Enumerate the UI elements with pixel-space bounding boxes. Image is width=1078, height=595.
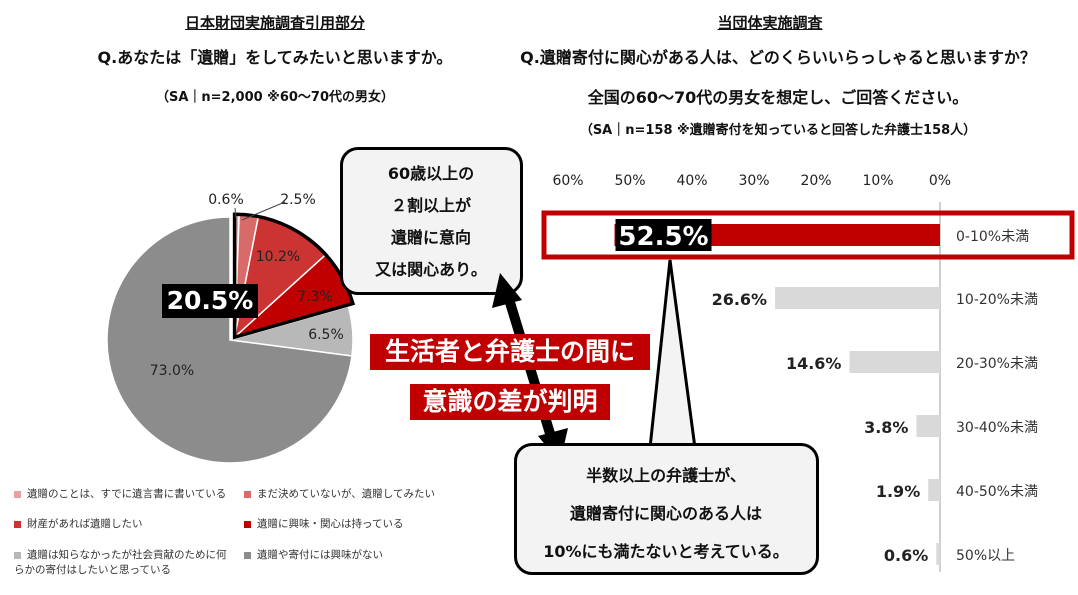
bar-category-label: 10-20%未満 (956, 292, 1038, 308)
legend-label-5: 遺贈は知らなかったが社会貢献のために何らかの寄付はしたいと思っている (14, 549, 227, 576)
bar-value-label: 1.9% (876, 482, 920, 501)
bar-value-label: 3.8% (864, 418, 908, 437)
bar (928, 479, 940, 501)
pie-value-label: 73.0% (150, 363, 194, 379)
bar-axis-tick: 10% (862, 173, 893, 189)
legend-label-2: まだ決めていないが、遺贈してみたい (257, 488, 435, 500)
pie-value-label: 7.3% (297, 289, 333, 305)
legend-swatch-6 (244, 551, 251, 559)
pie-leader-line (234, 207, 237, 219)
callout-bottom-line3: 10%にも満たないと考えている。 (543, 542, 789, 561)
bar-value-label-bg (615, 219, 712, 251)
pie-value-label: 0.6% (208, 192, 244, 208)
legend-item-2: まだ決めていないが、遺贈してみたい (244, 487, 435, 502)
legend-swatch-4 (244, 520, 251, 528)
banner-line2: 意識の差が判明 (410, 384, 610, 420)
left-note: （SA｜n=2,000 ※60～70代の男女） (155, 90, 395, 105)
legend-swatch-3 (14, 520, 21, 528)
left-question: Q.あなたは「遺贈」をしてみたいと思いますか。 (97, 48, 453, 67)
bar-category-label: 30-40%未満 (956, 420, 1038, 436)
bar-value-label: 0.6% (884, 546, 928, 565)
legend-item-3: 財産があれば遺贈したい (14, 517, 143, 532)
callout-bottom: 半数以上の弁護士が、 遺贈寄付に関心のある人は 10%にも満たないと考えている。 (514, 443, 819, 575)
callout-top-line2: ２割以上が (390, 196, 471, 215)
left-source-label: 日本財団実施調査引用部分 (184, 14, 365, 32)
legend-swatch-2 (244, 490, 251, 498)
right-question: Q.遺贈寄付に関心がある人は、どのくらいいらっしゃると思いますか？ (520, 48, 1036, 67)
bar-category-label: 40-50%未満 (956, 484, 1038, 500)
bar (775, 287, 940, 309)
bar (849, 351, 940, 373)
pie-leader-line (241, 201, 286, 221)
pie-highlight-total: 20.5% (162, 284, 258, 318)
right-source-label: 当団体実施調査 (717, 14, 823, 32)
legend-swatch-1 (14, 490, 21, 498)
bar-axis-tick: 30% (738, 173, 769, 189)
bar-axis-tick: 60% (552, 173, 583, 189)
callout-top-line3: 遺贈に意向 (390, 228, 471, 247)
bar-axis-tick: 40% (676, 173, 707, 189)
bar-category-label: 50%以上 (956, 548, 1015, 564)
callout-top-line4: 又は関心あり。 (375, 260, 487, 279)
legend-label-6: 遺贈や寄付には興味がない (257, 549, 383, 561)
bar-value-label: 26.6% (712, 290, 768, 309)
legend-item-5: 遺贈は知らなかったが社会貢献のために何らかの寄付はしたいと思っている (14, 548, 229, 578)
right-note: （SA｜n=158 ※遺贈寄付を知っていると回答した弁護士158人） (579, 123, 977, 138)
callout-bottom-line1: 半数以上の弁護士が、 (586, 466, 746, 485)
pie-value-label: 6.5% (308, 327, 344, 343)
legend-item-1: 遺贈のことは、すでに遺言書に書いている (14, 487, 226, 502)
pie-value-label: 2.5% (280, 192, 316, 208)
callout-top-line1: 60歳以上の (387, 164, 475, 183)
bar (916, 415, 940, 437)
bar-category-label: 20-30%未満 (956, 356, 1038, 372)
bar-axis-tick: 50% (614, 173, 645, 189)
bar-highlight-frame (541, 210, 1075, 260)
bar-value-label: 52.5% (618, 222, 708, 252)
pie-slice (106, 216, 353, 464)
pie-chart: 0.6% 2.5% 10.2% 7.3% 6.5% 73.0% (106, 192, 356, 464)
callout-bottom-line2: 遺贈寄付に関心のある人は (569, 504, 762, 523)
bar-value-label: 14.6% (786, 354, 842, 373)
pie-value-label: 10.2% (256, 249, 300, 265)
legend-item-4: 遺贈に興味・関心は持っている (244, 517, 403, 532)
legend-label-1: 遺贈のことは、すでに遺言書に書いている (27, 488, 227, 500)
bar-category-label: 0-10%未満 (956, 229, 1029, 245)
legend-item-6: 遺贈や寄付には興味がない (244, 548, 383, 563)
legend-label-4: 遺贈に興味・関心は持っている (257, 518, 404, 530)
banner-line1: 生活者と弁護士の間に (370, 334, 650, 370)
legend-label-3: 財産があれば遺贈したい (27, 518, 143, 530)
bar-axis-tick: 0% (929, 173, 951, 189)
bar-axis-tick: 20% (800, 173, 831, 189)
bar-chart: 60% 50% 40% 30% 20% 10% 0% 52.5% 0-10%未満 26.6% 10-… (541, 173, 1075, 572)
callout-top: 60歳以上の ２割以上が 遺贈に意向 又は関心あり。 (340, 147, 523, 295)
legend-swatch-5 (14, 551, 21, 559)
right-question2: 全国の60～70代の男女を想定し、ご回答ください。 (587, 88, 969, 107)
callout-bottom-tail (648, 259, 697, 449)
bar (936, 543, 940, 565)
